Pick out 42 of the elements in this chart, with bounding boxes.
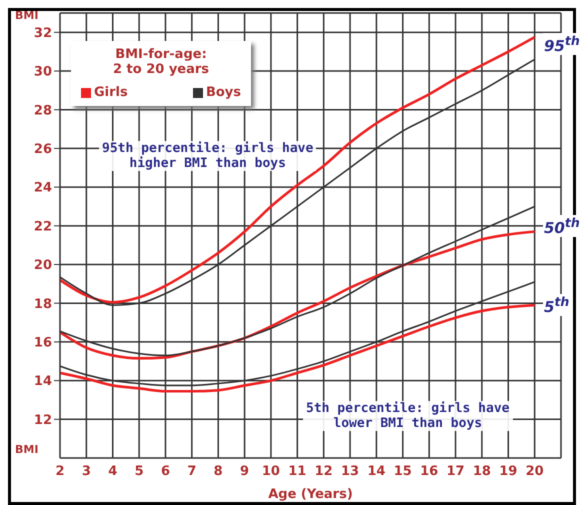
x-tick-label: 14 xyxy=(367,464,386,480)
y-tick-label: 14 xyxy=(34,374,52,390)
y-axis-title: BMI xyxy=(15,9,38,22)
x-tick-label: 5 xyxy=(134,464,144,480)
y-tick-label: 30 xyxy=(34,64,52,80)
x-tick-label: 12 xyxy=(314,464,333,480)
y-tick-label: 12 xyxy=(34,412,52,428)
legend-label: Boys xyxy=(204,85,241,100)
x-tick-label: 20 xyxy=(526,464,544,480)
y-tick-label: 16 xyxy=(34,336,52,351)
x-tick-label: 18 xyxy=(472,464,491,480)
annotation: 95$^{th}$ xyxy=(543,33,581,55)
text: BMI xyxy=(15,443,38,456)
y-tick-label: 24 xyxy=(34,180,52,196)
x-tick-label: 10 xyxy=(262,464,280,480)
annotation: 5th percentile: girls have lower BMI than boys xyxy=(303,401,512,431)
annotation: 50$^{th}$ xyxy=(543,215,581,237)
x-axis-title: Age (Years) xyxy=(268,487,353,502)
y-tick-label: 32 xyxy=(34,26,52,41)
annotation: 5$^{th}$ xyxy=(543,294,570,316)
x-tick-label: 19 xyxy=(499,464,518,480)
x-tick-label: 8 xyxy=(214,464,223,480)
x-tick-label: 7 xyxy=(187,464,196,480)
x-tick-label: 4 xyxy=(108,464,118,480)
x-tick-label: 9 xyxy=(240,464,250,480)
x-tick-label: 13 xyxy=(341,464,360,480)
legend-title: BMI-for-age: 2 to 20 years xyxy=(112,47,210,77)
y-tick-label: 18 xyxy=(34,296,52,312)
y-tick-label: 22 xyxy=(34,219,52,234)
legend-label: Girls xyxy=(93,85,128,100)
x-tick-label: 15 xyxy=(394,464,412,480)
x-tick-label: 3 xyxy=(82,464,91,480)
x-tick-label: 16 xyxy=(420,464,438,480)
x-tick-label: 11 xyxy=(288,464,306,480)
line-series xyxy=(60,304,536,393)
y-tick-label: 20 xyxy=(34,258,52,274)
x-tick-label: 2 xyxy=(55,464,65,480)
x-tick-label: 6 xyxy=(160,464,170,480)
y-tick-label: 28 xyxy=(34,103,52,118)
annotation: 95th percentile: girls have higher BMI than boys xyxy=(99,141,316,171)
x-tick-label: 17 xyxy=(446,464,465,480)
y-tick-label: 26 xyxy=(34,142,52,158)
